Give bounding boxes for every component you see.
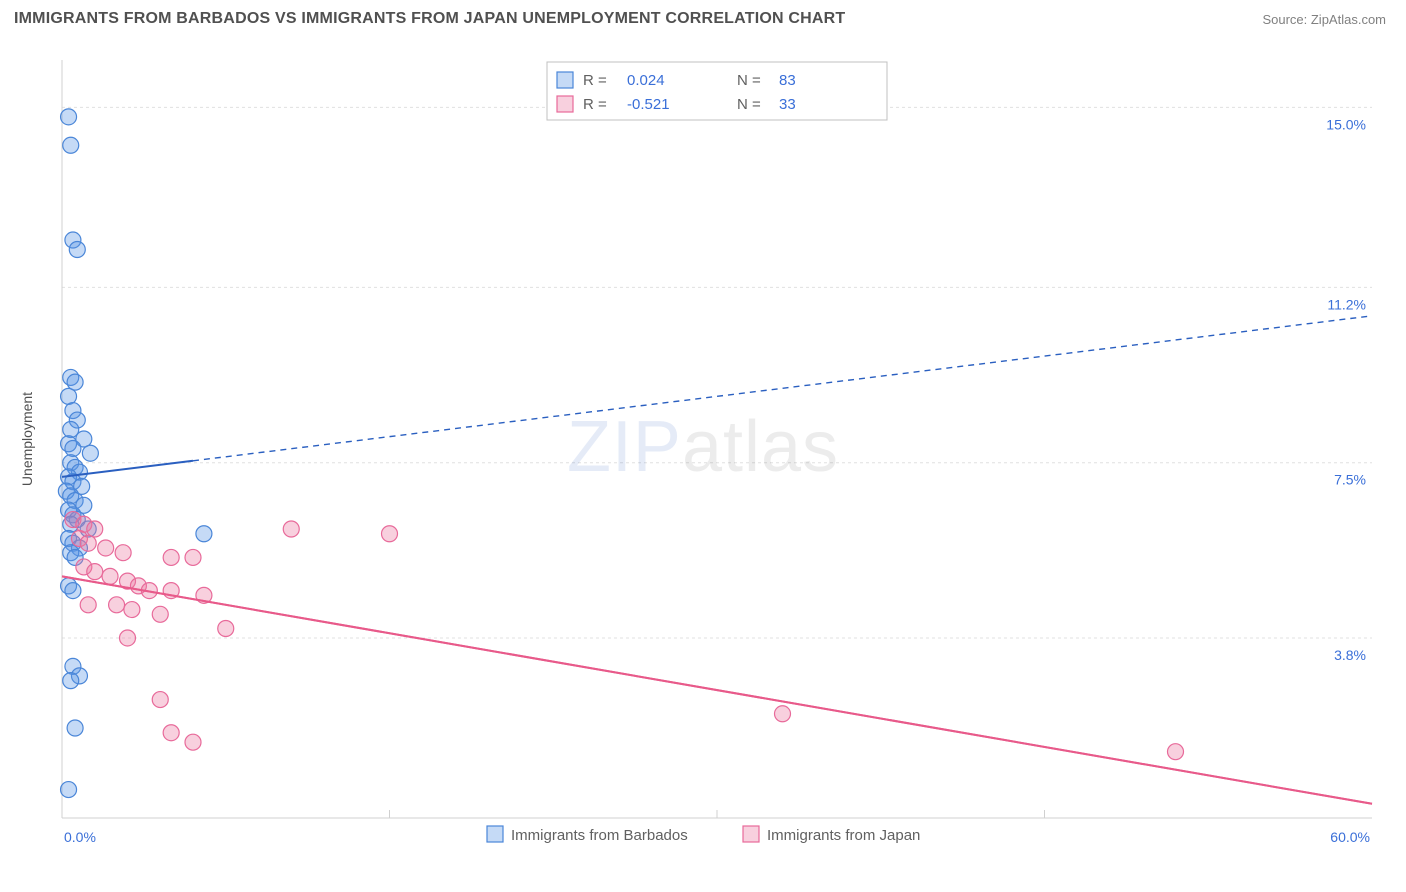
svg-text:3.8%: 3.8%	[1334, 647, 1366, 663]
svg-text:0.024: 0.024	[627, 72, 665, 89]
svg-text:R =: R =	[583, 96, 607, 113]
svg-text:Immigrants from Japan: Immigrants from Japan	[767, 827, 920, 844]
correlation-scatter-chart: 3.8% 7.5% 11.2% 15.0% Unemployment 0.0% 60.0% R…	[14, 40, 1392, 862]
svg-text:15.0%: 15.0%	[1326, 116, 1366, 132]
svg-text:N =: N =	[737, 96, 761, 113]
svg-text:Unemployment: Unemployment	[19, 392, 35, 486]
svg-text:7.5%: 7.5%	[1334, 472, 1366, 488]
svg-text:R =: R =	[583, 72, 607, 89]
svg-text:Immigrants from Barbados: Immigrants from Barbados	[511, 827, 688, 844]
source-attribution: Source: ZipAtlas.com	[1262, 12, 1386, 27]
svg-text:-0.521: -0.521	[627, 96, 670, 113]
chart-title: IMMIGRANTS FROM BARBADOS VS IMMIGRANTS F…	[14, 10, 845, 28]
svg-text:60.0%: 60.0%	[1330, 829, 1370, 845]
svg-text:N =: N =	[737, 72, 761, 89]
svg-text:11.2%: 11.2%	[1327, 296, 1366, 312]
svg-text:0.0%: 0.0%	[64, 829, 96, 845]
chart-container: 3.8% 7.5% 11.2% 15.0% Unemployment 0.0% 60.0% R…	[14, 40, 1392, 862]
svg-text:33: 33	[779, 96, 796, 113]
svg-text:83: 83	[779, 72, 796, 89]
